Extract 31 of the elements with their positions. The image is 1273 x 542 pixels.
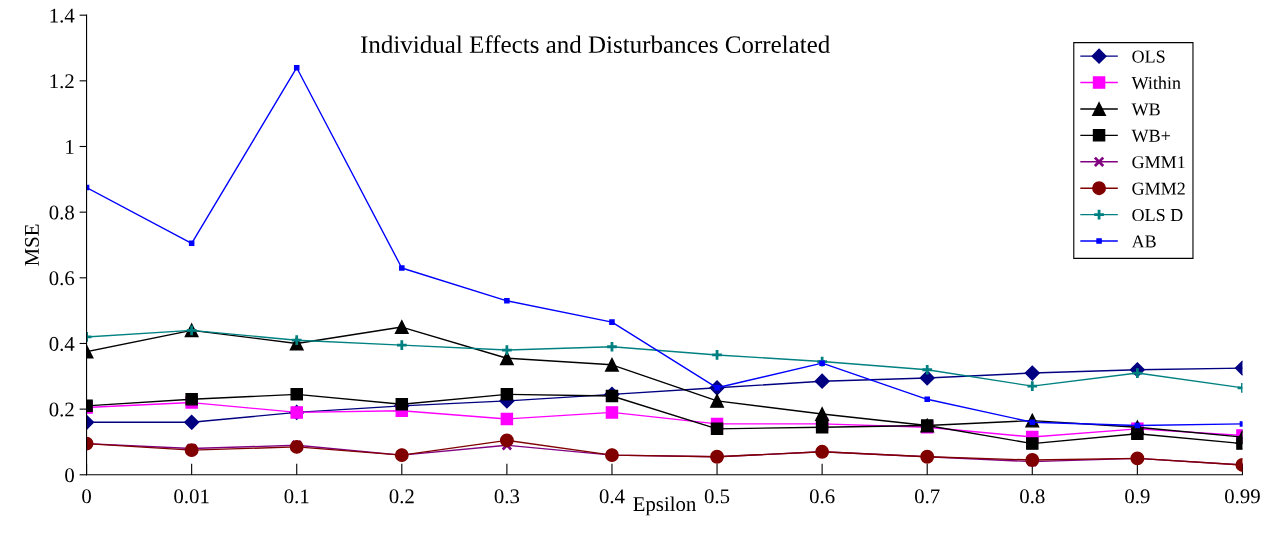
x-tick-label: 0.4 bbox=[599, 489, 625, 504]
y-tick-label: 0.6 bbox=[49, 271, 75, 286]
legend-label: GMM1 bbox=[1132, 156, 1185, 169]
x-tick-label: 0.01 bbox=[174, 489, 209, 504]
legend-label: AB bbox=[1131, 235, 1156, 248]
legend-label: WB bbox=[1131, 103, 1160, 116]
text: Individual Effects and Disturbances Correlated bbox=[360, 35, 830, 54]
x-tick-label: 0.99 bbox=[1225, 489, 1260, 504]
y-tick-label: 0.2 bbox=[49, 402, 74, 417]
y-tick-label: 1 bbox=[66, 139, 74, 154]
y-tick-label: 0.8 bbox=[49, 205, 74, 220]
legend-label: GMM2 bbox=[1132, 182, 1185, 195]
legend-label: OLS D bbox=[1132, 208, 1183, 222]
y-tick-label: 0.4 bbox=[49, 336, 75, 351]
y-tick-label: 0 bbox=[65, 468, 74, 483]
legend-label: OLS bbox=[1132, 50, 1165, 63]
x-tick-label: 0.5 bbox=[704, 489, 730, 504]
legend-label: Within bbox=[1131, 76, 1181, 90]
y-tick-label: 1.2 bbox=[50, 74, 74, 89]
x-tick-label: 0.2 bbox=[389, 489, 414, 504]
y-tick-label: 1.4 bbox=[50, 8, 75, 23]
x-tick-label: 0.8 bbox=[1020, 489, 1045, 504]
x-tick-label: 0.6 bbox=[809, 489, 835, 504]
x-tick-label: 0.7 bbox=[914, 489, 940, 504]
x-tick-label: 0.1 bbox=[284, 489, 309, 504]
x-tick-label: 0.9 bbox=[1125, 489, 1150, 504]
x-tick-label: 0 bbox=[82, 489, 91, 504]
x-tick-label: 0.3 bbox=[494, 489, 520, 504]
x-axis-title: Epsilon bbox=[633, 496, 697, 516]
y-axis-title: MSE bbox=[24, 224, 39, 266]
legend-label: WB+ bbox=[1131, 129, 1170, 142]
